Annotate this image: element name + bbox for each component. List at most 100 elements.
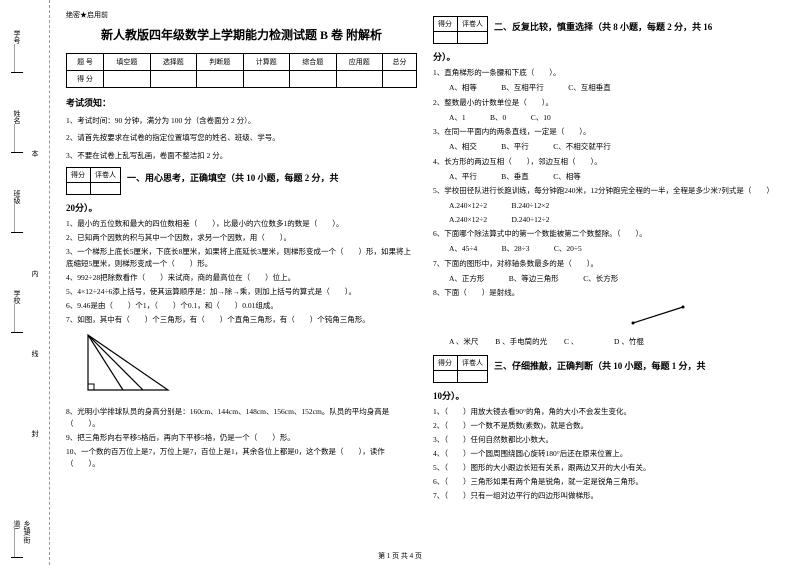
question: 10、一个数的百万位上是7，万位上是7，百位上是1，其余各位上都是0，这个数是（… [66,446,417,470]
cell: 填空题 [104,54,150,71]
opt: A.240×12÷2 [449,215,487,224]
question: 5、4×12÷24÷6添上括号，使其运算顺序是：加→除→乘，则加上括号的算式是（… [66,286,417,298]
question: 4、（ ）一个圆周围绕圆心旋转180°后还在原来位置上。 [433,448,784,460]
opt: A、相交 [449,142,477,151]
notice-item: 3、不要在试卷上乱写乱画，卷面不整洁扣 2 分。 [66,150,417,161]
opt: C、互相垂直 [568,83,611,92]
margin-label-name: 姓名________ [12,110,22,153]
question: 5、（ ）图形的大小跟边长短有关系，跟两边又开的大小有关。 [433,462,784,474]
margin-label-id: 学号________ [12,30,22,73]
section-score-box: 得分评卷人 [66,167,121,195]
cell [243,71,289,88]
opt: C、长方形 [583,274,618,283]
right-column: 得分评卷人 二、反复比较，慎重选择（共 8 小题，每题 2 分，共 16 分）。… [425,10,792,555]
section-1-header: 得分评卷人 一、用心思考，正确填空（共 10 小题，每题 2 分，共 [66,167,417,195]
cell [67,182,91,194]
opt: D 、竹棍 [614,337,644,346]
cell [150,71,196,88]
question: 6、9.46是由（ ）个1，（ ）个0.1，和（ ）0.01组成。 [66,300,417,312]
question: 7、下面的图形中，对称轴条数最多的是（ ）。 [433,258,784,270]
cell: 判断题 [197,54,243,71]
cell: 综合题 [290,54,336,71]
section-3-meta: 10分）。 [433,389,784,402]
triangle-figure [78,330,417,402]
cell: 评卷人 [458,17,488,32]
cell [336,71,382,88]
fold-label: 封 [30,430,40,437]
section-2-title: 二、反复比较，慎重选择（共 8 小题，每题 2 分，共 16 [494,16,784,33]
fold-label: 线 [30,350,40,357]
cell: 评卷人 [91,167,121,182]
opt: B、平行 [501,142,529,151]
question: 3、（ ）任何自然数都比小数大。 [433,434,784,446]
question: 3、在同一平面内的两条直线，一定是（ ）。 [433,126,784,138]
opt: B.240÷12×2 [512,201,550,210]
cell [458,32,488,44]
opt: A、1 [449,113,466,122]
section-1-title: 一、用心思考，正确填空（共 10 小题，每题 2 分，共 [127,167,417,184]
section-2-header: 得分评卷人 二、反复比较，慎重选择（共 8 小题，每题 2 分，共 16 [433,16,784,44]
left-binding-margin: 学号________ 姓名________ 班级________ 学校_____… [0,0,50,565]
cell: 计算题 [243,54,289,71]
opt: A、45÷4 [449,244,477,253]
opt: B、等边三角形 [509,274,559,283]
opt: C、不相交就平行 [553,142,611,151]
question: 2、（ ）一个数不是质数(素数)，就是合数。 [433,420,784,432]
question: 4、长方形的两边互相（ ），邻边互相（ ）。 [433,156,784,168]
cell: 得 分 [67,71,104,88]
secret-tag: 绝密★启用前 [66,10,417,20]
question: 2、整数最小的计数单位是（ ）。 [433,97,784,109]
cell: 总分 [383,54,417,71]
question: 8、光明小学排球队员的身高分别是：160cm、144cm、148cm、156cm… [66,406,417,430]
opt: B、互相平行 [501,83,544,92]
question: 6、（ ）三角形如果有两个角是锐角，就一定是锐角三角形。 [433,476,784,488]
left-column: 绝密★启用前 新人教版四年级数学上学期能力检测试题 B 卷 附解析 题 号 填空… [58,10,425,555]
cell: 应用题 [336,54,382,71]
cell [458,370,488,382]
options: A、正方形 B、等边三角形 C、长方形 [433,272,784,286]
opt: A.240×12÷2 [449,201,487,210]
opt: B、0 [490,113,506,122]
fold-label: 本 [30,150,40,157]
cell [434,32,458,44]
options: A、1 B、0 C、10 [433,111,784,125]
question: 9、把三角形向右平移5格后，再向下平移5格，仍是一个（ ）形。 [66,432,417,444]
cell: 得分 [67,167,91,182]
table-row: 题 号 填空题 选择题 判断题 计算题 综合题 应用题 总分 [67,54,417,71]
cell [290,71,336,88]
exam-title: 新人教版四年级数学上学期能力检测试题 B 卷 附解析 [66,26,417,43]
cell [104,71,150,88]
table-row: 得 分 [67,71,417,88]
options: A、45÷4 B、28÷3 C、20÷5 [433,242,784,256]
question: 1、最小的五位数和最大的四位数相差（ ），比最小的六位数多1的数是（ ）。 [66,218,417,230]
section-score-box: 得分评卷人 [433,355,488,383]
question: 5、学校田径队进行长跑训练，每分钟跑240米，12分钟跑完全程的一半，全程是多少… [433,185,784,197]
cell [91,182,121,194]
page-content: 绝密★启用前 新人教版四年级数学上学期能力检测试题 B 卷 附解析 题 号 填空… [50,0,800,565]
cell: 得分 [434,17,458,32]
section-2-meta: 分）。 [433,50,784,63]
cell: 题 号 [67,54,104,71]
opt: C 、 [564,337,575,346]
cell [383,71,417,88]
section-score-box: 得分评卷人 [433,16,488,44]
question: 3、一个梯形上底长5厘米，下底长8厘米，如果将上底延长3厘米，则梯形变成一个（ … [66,246,417,270]
cell: 选择题 [150,54,196,71]
cell: 评卷人 [458,355,488,370]
opt: C、10 [531,113,551,122]
question: 1、直角梯形的一条腰和下底（ ）。 [433,67,784,79]
section-3-header: 得分评卷人 三、仔细推敲，正确判断（共 10 小题，每题 1 分，共 [433,355,784,383]
question: 2、已知两个因数的积与其中一个因数，求另一个因数，用（ ）。 [66,232,417,244]
options: A、相交 B、平行 C、不相交就平行 [433,140,784,154]
question: 7、如图，其中有（ ）个三角形，有（ ）个直角三角形，有（ ）个钝角三角形。 [66,314,417,326]
opt: C、相等 [553,172,581,181]
opt: A、平行 [449,172,477,181]
notice-title: 考试须知： [66,96,417,109]
options: A 、米尺 B 、手电筒的光 C 、 D 、竹棍 [433,335,784,349]
question: 4、992÷28把除数看作（ ）来试商，商的最高位在（ ）位上。 [66,272,417,284]
options: A.240×12÷2 B.240÷12×2 A.240×12÷2 D.240÷1… [433,199,784,226]
line-segment-figure [453,301,784,333]
notice-item: 1、考试时间：90 分钟，满分为 100 分（含卷面分 2 分）。 [66,115,417,126]
fold-label: 内 [30,270,40,277]
question: 8、下面（ ）是射线。 [433,287,784,299]
